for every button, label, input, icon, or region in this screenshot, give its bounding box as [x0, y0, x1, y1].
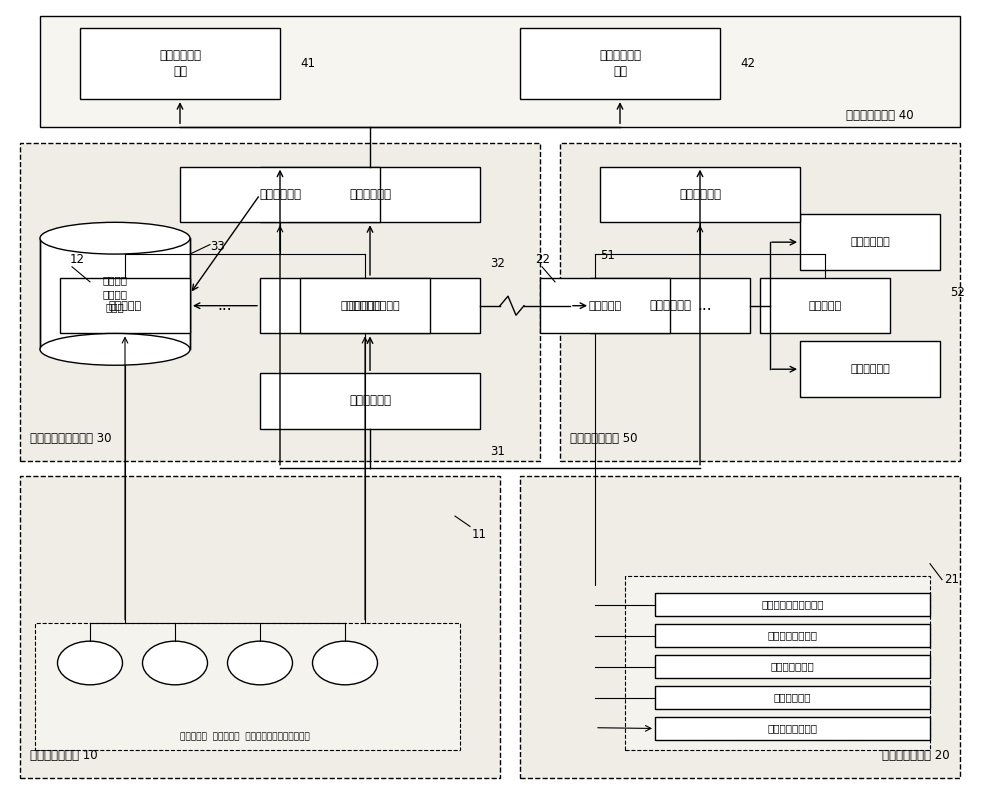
- Bar: [540, 278, 670, 333]
- Text: 指标检测子系统 20: 指标检测子系统 20: [882, 750, 950, 762]
- Bar: [800, 214, 940, 270]
- Ellipse shape: [228, 642, 292, 684]
- Bar: [35, 623, 460, 750]
- Ellipse shape: [40, 222, 190, 254]
- Text: 区域控制器: 区域控制器: [108, 301, 142, 310]
- Bar: [260, 167, 480, 222]
- Text: 33: 33: [210, 240, 225, 252]
- Text: 51: 51: [600, 249, 615, 262]
- Text: 楼层转发单元: 楼层转发单元: [349, 395, 391, 407]
- Text: 障碍检测装置: 障碍检测装置: [774, 692, 811, 703]
- Text: 区域控制器: 区域控制器: [808, 301, 842, 310]
- Text: 逃生路径显示
终端: 逃生路径显示 终端: [599, 49, 641, 78]
- Bar: [590, 278, 750, 333]
- Bar: [300, 278, 430, 333]
- Bar: [655, 686, 930, 709]
- Text: 中心分析与控制装置: 中心分析与控制装置: [340, 301, 400, 310]
- Text: 火灾联动模块: 火灾联动模块: [850, 237, 890, 247]
- Text: 路径优化
知识库和
方法库: 路径优化 知识库和 方法库: [102, 276, 128, 312]
- Bar: [600, 167, 800, 222]
- Text: 火灾探测装置: 火灾探测装置: [259, 188, 301, 201]
- Bar: [625, 576, 930, 750]
- Text: 指标检测装置: 指标检测装置: [679, 188, 721, 201]
- Bar: [40, 238, 190, 349]
- Ellipse shape: [312, 642, 378, 684]
- Bar: [655, 624, 930, 647]
- Bar: [20, 143, 540, 461]
- Bar: [655, 717, 930, 740]
- Bar: [260, 278, 480, 333]
- Text: 逃生路径广播
终端: 逃生路径广播 终端: [159, 49, 201, 78]
- Ellipse shape: [40, 333, 190, 365]
- Ellipse shape: [143, 642, 208, 684]
- Text: 11: 11: [472, 528, 487, 541]
- Text: 感烟探测器  感温探测器  火焰探测器特殊气体探测器: 感烟探测器 感温探测器 火焰探测器特殊气体探测器: [180, 732, 310, 742]
- Text: 路径提示子系统 40: 路径提示子系统 40: [846, 109, 914, 121]
- Text: 42: 42: [740, 57, 755, 70]
- Text: ...: ...: [218, 299, 232, 313]
- Bar: [40, 16, 960, 127]
- Bar: [655, 655, 930, 678]
- Text: 41: 41: [300, 57, 315, 70]
- Bar: [80, 28, 280, 99]
- Text: 危险源记录装置: 危险源记录装置: [771, 661, 814, 672]
- Bar: [520, 476, 960, 778]
- Bar: [260, 373, 480, 429]
- Text: 火灾探测子系统 10: 火灾探测子系统 10: [30, 750, 98, 762]
- Bar: [655, 593, 930, 616]
- Text: ...: ...: [698, 299, 712, 313]
- Bar: [520, 28, 720, 99]
- Text: 中心分析计算子系统 30: 中心分析计算子系统 30: [30, 432, 112, 445]
- Text: 区域控制器: 区域控制器: [348, 301, 382, 310]
- Text: 防护措施记录装置: 防护措施记录装置: [768, 723, 818, 734]
- Text: 21: 21: [944, 573, 959, 586]
- Bar: [60, 278, 190, 333]
- Text: 路径优化单元: 路径优化单元: [349, 188, 391, 201]
- Text: 人员动态计数装置: 人员动态计数装置: [768, 630, 818, 641]
- Text: 集中控制单元: 集中控制单元: [649, 299, 691, 312]
- Text: 12: 12: [70, 253, 85, 266]
- Ellipse shape: [58, 642, 122, 684]
- Bar: [760, 278, 890, 333]
- Bar: [20, 476, 500, 778]
- Text: 32: 32: [490, 257, 505, 270]
- Text: 联动执行子系统 50: 联动执行子系统 50: [570, 432, 638, 445]
- Text: 火灾联动模块: 火灾联动模块: [850, 364, 890, 374]
- Text: 52: 52: [950, 286, 965, 299]
- Text: 31: 31: [490, 445, 505, 457]
- Text: 22: 22: [535, 253, 550, 266]
- Text: 区域控制器: 区域控制器: [588, 301, 622, 310]
- Bar: [180, 167, 380, 222]
- Text: 有毒有害气体检测装置: 有毒有害气体检测装置: [761, 599, 824, 610]
- Bar: [800, 341, 940, 397]
- Bar: [560, 143, 960, 461]
